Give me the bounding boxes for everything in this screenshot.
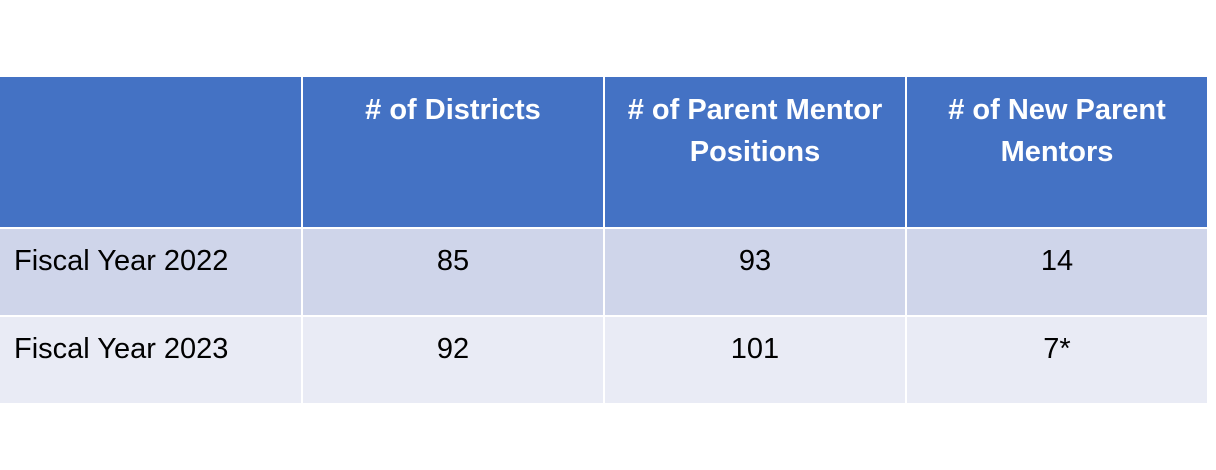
cell-districts: 85 xyxy=(301,227,605,317)
cell-new-mentors: 7* xyxy=(905,315,1209,405)
table-header-row: # of Districts # of Parent Mentor Positi… xyxy=(0,75,1209,229)
row-label-fy2022: Fiscal Year 2022 xyxy=(0,227,303,317)
table-row: Fiscal Year 2022 85 93 14 xyxy=(0,227,1209,317)
parent-mentor-table: # of Districts # of Parent Mentor Positi… xyxy=(0,75,1209,405)
header-cell-mentor-positions: # of Parent Mentor Positions xyxy=(603,75,907,229)
cell-mentor-positions: 101 xyxy=(603,315,907,405)
header-cell-empty xyxy=(0,75,303,229)
table-row: Fiscal Year 2023 92 101 7* xyxy=(0,315,1209,405)
row-label-fy2023: Fiscal Year 2023 xyxy=(0,315,303,405)
cell-new-mentors: 14 xyxy=(905,227,1209,317)
cell-mentor-positions: 93 xyxy=(603,227,907,317)
cell-districts: 92 xyxy=(301,315,605,405)
header-cell-new-mentors: # of New Parent Mentors xyxy=(905,75,1209,229)
header-cell-districts: # of Districts xyxy=(301,75,605,229)
